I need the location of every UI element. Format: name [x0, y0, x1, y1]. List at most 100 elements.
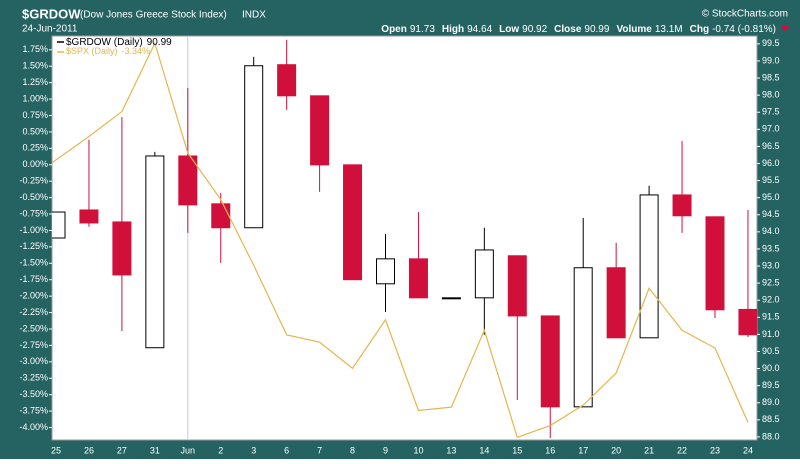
- y-tick-label: 0.00%: [22, 159, 48, 169]
- quote-value: 94.64: [467, 24, 492, 35]
- y2-tick-label: 98.5: [762, 72, 780, 82]
- legend-entry: $SPX (Daily) -3.34%: [66, 46, 150, 56]
- candle-down: [310, 95, 330, 166]
- candle-down: [738, 308, 757, 336]
- subtitle: (Dow Jones Greece Stock Index): [80, 10, 227, 21]
- quote-value: -0.74 (-0.81%): [712, 24, 776, 35]
- y2-tick-label: 97.0: [762, 124, 780, 134]
- x-tick-label: 26: [84, 445, 94, 455]
- y-tick-label: -2.00%: [19, 291, 48, 301]
- x-tick-label: 8: [350, 445, 355, 455]
- y-tick-label: -1.75%: [19, 274, 48, 284]
- quote-label: High: [442, 24, 464, 35]
- x-tick-label: 7: [317, 445, 322, 455]
- candle-down: [178, 155, 198, 206]
- y2-tick-label: 91.5: [762, 312, 780, 322]
- quote-value: 90.99: [584, 24, 609, 35]
- candle-up: [639, 194, 659, 339]
- date: 24-Jun-2011: [22, 24, 78, 35]
- y-tick-label: -2.50%: [19, 323, 48, 333]
- x-tick-label: 9: [383, 445, 388, 455]
- y2-tick-label: 92.0: [762, 295, 780, 305]
- y-tick-label: -0.50%: [19, 192, 48, 202]
- candle-down: [606, 267, 626, 339]
- candle-down: [507, 255, 527, 317]
- y-tick-label: -3.25%: [19, 373, 48, 383]
- x-tick-label: 13: [446, 445, 456, 455]
- quote-label: Chg: [690, 24, 709, 35]
- y-tick-label: 1.25%: [22, 77, 48, 87]
- legend-value: -3.34%: [122, 46, 151, 56]
- x-tick-label: 23: [710, 445, 720, 455]
- quote: Open 91.73 High 94.64 Low 90.92 Close 90.99 Volu…: [381, 24, 776, 35]
- x-tick-label: 3: [251, 445, 256, 455]
- y2-tick-label: 96.5: [762, 141, 780, 151]
- y2-tick-label: 95.5: [762, 175, 780, 185]
- x-tick-label: 17: [578, 445, 588, 455]
- y-tick-label: 1.75%: [22, 44, 48, 54]
- y2-tick-label: 95.0: [762, 192, 780, 202]
- y-tick-label: 0.75%: [22, 110, 48, 120]
- y2-tick-label: 90.0: [762, 363, 780, 373]
- legend-name: $GRDOW (Daily): [66, 37, 143, 48]
- quote-value: 13.1M: [655, 24, 683, 35]
- candle-down: [79, 209, 99, 224]
- candle-down: [672, 194, 692, 217]
- candle-down: [705, 216, 725, 311]
- x-tick-label: 2: [218, 445, 223, 455]
- line-series: [52, 41, 749, 439]
- y2-tick-label: 94.0: [762, 226, 780, 236]
- y-tick-label: -0.75%: [19, 208, 48, 218]
- legend-value: 90.99: [147, 37, 172, 48]
- quote-label: Volume: [616, 24, 652, 35]
- y-tick-label: -2.75%: [19, 340, 48, 350]
- y2-tick-label: 96.0: [762, 158, 780, 168]
- x-tick-label: 16: [545, 445, 555, 455]
- y2-tick-label: 97.5: [762, 107, 780, 117]
- quote-label: Close: [554, 24, 582, 35]
- quote-value: 91.73: [410, 24, 435, 35]
- candle-up: [474, 249, 494, 299]
- x-tick-label: 22: [677, 445, 687, 455]
- y2-tick-label: 99.5: [762, 38, 780, 48]
- y-tick-label: -1.25%: [19, 241, 48, 251]
- y2-tick-label: 98.0: [762, 90, 780, 100]
- legend-name: $SPX (Daily): [66, 46, 118, 56]
- y2-tick-label: 89.5: [762, 380, 780, 390]
- y2-tick-label: 90.5: [762, 346, 780, 356]
- y-tick-label: 0.50%: [22, 126, 48, 136]
- y2-tick-label: 93.0: [762, 260, 780, 270]
- candle-up: [145, 155, 165, 349]
- candle-down: [277, 64, 297, 97]
- down-arrow: [781, 26, 789, 32]
- quote-label: Low: [499, 24, 519, 35]
- y-tick-label: -0.25%: [19, 176, 48, 186]
- x-tick-label: 6: [284, 445, 289, 455]
- candle-down: [540, 315, 560, 408]
- x-tick-label: 14: [479, 445, 489, 455]
- credit: © StockCharts.com: [702, 9, 788, 20]
- y2-tick-label: 88.0: [762, 431, 780, 441]
- candle-down: [211, 203, 231, 229]
- candle-down: [112, 221, 132, 276]
- x-tick-label: 25: [51, 445, 61, 455]
- x-tick-label: 10: [413, 445, 423, 455]
- y-tick-label: -3.00%: [19, 356, 48, 366]
- legend-entry: $GRDOW (Daily) 90.99: [66, 37, 172, 48]
- y-tick-label: -1.00%: [19, 225, 48, 235]
- candle-down: [408, 258, 428, 299]
- exchange: INDX: [242, 10, 266, 21]
- x-tick-label: 31: [150, 445, 160, 455]
- y2-tick-label: 99.0: [762, 55, 780, 65]
- candle-up: [441, 297, 461, 300]
- candle-up: [573, 267, 593, 408]
- candle-up: [52, 211, 66, 239]
- y-tick-label: -2.25%: [19, 307, 48, 317]
- x-tick-label: Jun: [181, 445, 196, 455]
- y-tick-label: 1.00%: [22, 93, 48, 103]
- title: $GRDOW: [22, 6, 81, 21]
- x-tick-label: 27: [117, 445, 127, 455]
- y-tick-label: 0.25%: [22, 143, 48, 153]
- candle-up: [376, 258, 395, 285]
- x-tick-label: 15: [512, 445, 522, 455]
